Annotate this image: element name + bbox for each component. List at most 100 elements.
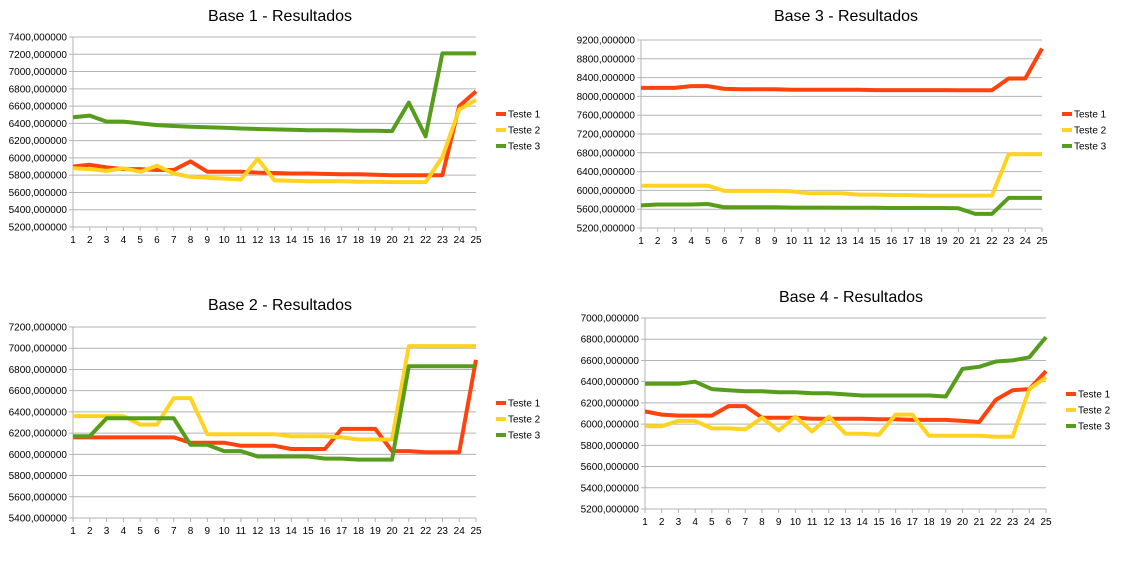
x-tick-label: 17: [903, 236, 915, 247]
y-tick-label: 6400,000000: [581, 377, 640, 388]
x-tick-label: 8: [188, 526, 194, 537]
y-tick-label: 7400,000000: [9, 33, 68, 44]
x-tick-label: 9: [205, 235, 211, 246]
y-tick-label: 6800,000000: [9, 365, 68, 376]
x-tick-label: 16: [890, 517, 902, 528]
x-tick-label: 21: [403, 526, 415, 537]
x-tick-label: 22: [986, 236, 998, 247]
y-tick-label: 6000,000000: [9, 153, 68, 164]
y-tick-label: 8000,000000: [577, 92, 636, 103]
x-tick-label: 3: [676, 517, 682, 528]
y-tick-label: 5200,000000: [581, 505, 640, 516]
series-line-teste-2: [645, 375, 1048, 439]
x-tick-label: 22: [420, 526, 432, 537]
y-tick-label: 5800,000000: [9, 471, 68, 482]
legend-label: Teste 3: [1074, 142, 1107, 153]
chart-4: Base 4 - Resultados 5200,000000 5400,00000…: [581, 289, 1111, 528]
x-tick-label: 25: [1036, 236, 1048, 247]
x-tick-label: 4: [688, 236, 694, 247]
x-tick-label: 6: [726, 517, 732, 528]
legend-label: Teste 2: [508, 415, 541, 426]
x-tick-label: 16: [886, 236, 898, 247]
x-tick-label: 25: [470, 235, 482, 246]
x-tick-label: 13: [836, 236, 848, 247]
x-tick-label: 19: [370, 235, 382, 246]
x-tick-label: 15: [303, 526, 315, 537]
x-tick-label: 15: [869, 236, 881, 247]
x-tick-label: 15: [303, 235, 315, 246]
x-tick-label: 9: [772, 236, 778, 247]
y-tick-label: 8800,000000: [577, 54, 636, 65]
y-tick-label: 5200,000000: [577, 224, 636, 235]
x-tick-label: 21: [403, 235, 415, 246]
series-line-teste-3: [72, 51, 476, 139]
x-tick-label: 1: [642, 517, 648, 528]
legend-label: Teste 1: [1078, 390, 1111, 401]
x-tick-label: 17: [907, 517, 919, 528]
x-tick-label: 18: [353, 526, 365, 537]
x-tick-label: 9: [205, 526, 211, 537]
x-tick-label: 23: [1003, 236, 1015, 247]
x-tick-label: 10: [786, 236, 798, 247]
x-tick-label: 14: [286, 235, 298, 246]
x-tick-label: 11: [236, 235, 247, 246]
y-tick-label: 6800,000000: [9, 84, 68, 95]
chart-title: Base 1 - Resultados: [208, 8, 352, 25]
x-tick-label: 5: [137, 526, 143, 537]
x-tick-label: 17: [336, 526, 348, 537]
x-tick-label: 24: [454, 526, 466, 537]
series-line-teste-1: [641, 47, 1044, 93]
x-tick-label: 11: [803, 236, 814, 247]
x-tick-label: 20: [957, 517, 969, 528]
x-tick-label: 2: [87, 526, 93, 537]
x-tick-label: 19: [940, 517, 952, 528]
x-tick-label: 7: [171, 235, 177, 246]
x-tick-label: 10: [219, 235, 231, 246]
y-tick-label: 7000,000000: [9, 344, 68, 355]
x-tick-label: 25: [470, 526, 482, 537]
legend-label: Teste 3: [1078, 422, 1111, 433]
x-tick-label: 7: [738, 236, 744, 247]
legend-label: Teste 3: [508, 142, 541, 153]
y-tick-label: 6600,000000: [581, 356, 640, 367]
x-tick-label: 11: [236, 526, 247, 537]
x-tick-label: 2: [659, 517, 665, 528]
y-tick-label: 6000,000000: [577, 186, 636, 197]
x-tick-label: 24: [454, 235, 466, 246]
x-tick-label: 23: [437, 526, 449, 537]
y-tick-label: 9200,000000: [577, 36, 636, 47]
x-tick-label: 22: [990, 517, 1002, 528]
y-tick-label: 5600,000000: [577, 205, 636, 216]
series-line-teste-3: [645, 335, 1048, 399]
x-tick-label: 18: [919, 236, 931, 247]
y-tick-label: 5600,000000: [9, 492, 68, 503]
x-tick-label: 13: [269, 235, 281, 246]
x-tick-label: 20: [386, 526, 398, 537]
x-tick-label: 12: [252, 526, 264, 537]
series-line-teste-3: [640, 195, 1042, 216]
y-tick-label: 5600,000000: [581, 462, 640, 473]
y-tick-label: 6800,000000: [581, 335, 640, 346]
y-tick-label: 5400,000000: [581, 483, 640, 494]
x-tick-label: 20: [386, 235, 398, 246]
y-tick-label: 6400,000000: [9, 119, 68, 130]
x-tick-label: 21: [970, 236, 982, 247]
legend-label: Teste 3: [508, 431, 541, 442]
y-tick-label: 6800,000000: [577, 148, 636, 159]
x-tick-label: 4: [692, 517, 698, 528]
x-tick-label: 6: [722, 236, 728, 247]
y-tick-label: 8400,000000: [577, 73, 636, 84]
x-tick-label: 12: [252, 235, 264, 246]
y-tick-label: 5400,000000: [9, 514, 68, 525]
y-tick-label: 7200,000000: [9, 323, 68, 334]
chart-title: Base 3 - Resultados: [774, 8, 918, 25]
y-tick-label: 7600,000000: [577, 111, 636, 122]
y-tick-label: 6200,000000: [9, 136, 68, 147]
x-tick-label: 1: [70, 526, 76, 537]
x-tick-label: 24: [1020, 236, 1032, 247]
x-tick-label: 10: [790, 517, 802, 528]
y-tick-label: 6000,000000: [581, 420, 640, 431]
x-tick-label: 5: [705, 236, 711, 247]
x-tick-label: 8: [755, 236, 761, 247]
legend-label: Teste 1: [1074, 110, 1107, 121]
